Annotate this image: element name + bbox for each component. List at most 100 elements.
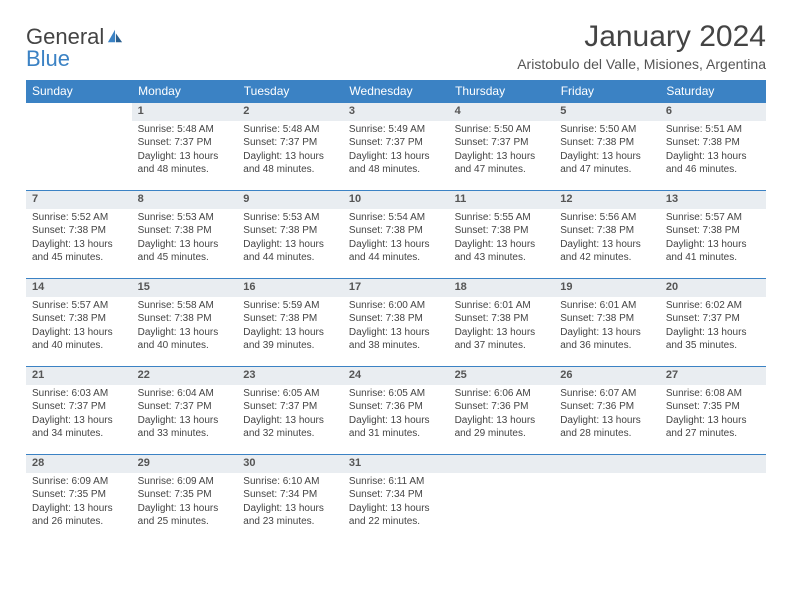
daylight-text: and 27 minutes.: [666, 427, 760, 441]
daylight-text: and 40 minutes.: [138, 339, 232, 353]
sunset-text: Sunset: 7:38 PM: [32, 312, 126, 326]
day-number: 4: [449, 103, 555, 121]
daylight-text: Daylight: 13 hours: [455, 326, 549, 340]
sunrise-text: Sunrise: 5:52 AM: [32, 211, 126, 225]
sunrise-text: Sunrise: 5:50 AM: [455, 123, 549, 137]
daylight-text: Daylight: 13 hours: [32, 414, 126, 428]
sunrise-text: Sunrise: 5:53 AM: [243, 211, 337, 225]
content-row: Sunrise: 5:48 AMSunset: 7:37 PMDaylight:…: [26, 121, 766, 191]
sunrise-text: Sunrise: 6:09 AM: [138, 475, 232, 489]
sunset-text: Sunset: 7:37 PM: [243, 136, 337, 150]
weekday-header: Tuesday: [237, 80, 343, 103]
sunset-text: Sunset: 7:36 PM: [455, 400, 549, 414]
day-cell: Sunrise: 6:04 AMSunset: 7:37 PMDaylight:…: [132, 385, 238, 455]
sunrise-text: Sunrise: 6:11 AM: [349, 475, 443, 489]
day-cell: Sunrise: 6:03 AMSunset: 7:37 PMDaylight:…: [26, 385, 132, 455]
daylight-text: and 44 minutes.: [243, 251, 337, 265]
day-number: 31: [343, 455, 449, 473]
day-number: 16: [237, 279, 343, 297]
calendar-body: 123456Sunrise: 5:48 AMSunset: 7:37 PMDay…: [26, 103, 766, 543]
sunrise-text: Sunrise: 6:04 AM: [138, 387, 232, 401]
daylight-text: Daylight: 13 hours: [666, 414, 760, 428]
day-number: 24: [343, 367, 449, 385]
daylight-text: and 26 minutes.: [32, 515, 126, 529]
content-row: Sunrise: 6:03 AM Sunset: 7:37 PM Daylight:…: [26, 385, 766, 455]
day-number: 27: [660, 367, 766, 385]
sunset-text: Sunset: 7:37 PM: [138, 136, 232, 150]
daylight-text: Daylight: 13 hours: [243, 502, 337, 516]
sunset-text: Sunset: 7:34 PM: [243, 488, 337, 502]
sunrise-text: Sunrise: 5:50 AM: [560, 123, 654, 137]
daylight-text: and 22 minutes.: [349, 515, 443, 529]
day-cell: Sunrise: 6:11 AMSunset: 7:34 PMDaylight:…: [343, 473, 449, 543]
day-number: 30: [237, 455, 343, 473]
sunrise-text: Sunrise: 6:03 AM: [32, 387, 126, 401]
daylight-text: and 48 minutes.: [138, 163, 232, 177]
daylight-text: and 44 minutes.: [349, 251, 443, 265]
day-number: [660, 455, 766, 473]
day-cell: Sunrise: 6:05 AMSunset: 7:36 PMDaylight:…: [343, 385, 449, 455]
sunset-text: Sunset: 7:38 PM: [243, 224, 337, 238]
sunset-text: Sunset: 7:37 PM: [455, 136, 549, 150]
daylight-text: and 39 minutes.: [243, 339, 337, 353]
day-number: 18: [449, 279, 555, 297]
daylight-text: Daylight: 13 hours: [349, 502, 443, 516]
sunset-text: Sunset: 7:38 PM: [32, 224, 126, 238]
day-number: 2: [237, 103, 343, 121]
day-number: 8: [132, 191, 238, 209]
daylight-text: Daylight: 13 hours: [666, 326, 760, 340]
daylight-text: and 31 minutes.: [349, 427, 443, 441]
day-number: 20: [660, 279, 766, 297]
day-number: 3: [343, 103, 449, 121]
daylight-text: Daylight: 13 hours: [349, 238, 443, 252]
daylight-text: and 46 minutes.: [666, 163, 760, 177]
daylight-text: and 45 minutes.: [32, 251, 126, 265]
day-number: 29: [132, 455, 238, 473]
day-cell: Sunrise: 5:59 AMSunset: 7:38 PMDaylight:…: [237, 297, 343, 367]
day-cell: Sunrise: 5:56 AMSunset: 7:38 PMDaylight:…: [554, 209, 660, 279]
day-cell: Sunrise: 5:57 AMSunset: 7:38 PMDaylight:…: [26, 297, 132, 367]
calendar-table: Sunday Monday Tuesday Wednesday Thursday…: [26, 80, 766, 543]
sunrise-text: Sunrise: 6:00 AM: [349, 299, 443, 313]
sunset-text: Sunset: 7:37 PM: [243, 400, 337, 414]
weekday-header: Saturday: [660, 80, 766, 103]
day-cell: Sunrise: 5:54 AMSunset: 7:38 PMDaylight:…: [343, 209, 449, 279]
sunset-text: Sunset: 7:38 PM: [349, 312, 443, 326]
sunrise-text: Sunrise: 5:48 AM: [243, 123, 337, 137]
sunrise-text: Sunrise: 6:09 AM: [32, 475, 126, 489]
sunset-text: Sunset: 7:34 PM: [349, 488, 443, 502]
content-row: Sunrise: 6:09 AMSunset: 7:35 PMDaylight:…: [26, 473, 766, 543]
day-cell: Sunrise: 5:58 AMSunset: 7:38 PMDaylight:…: [132, 297, 238, 367]
daylight-text: Daylight: 13 hours: [560, 414, 654, 428]
day-cell: Sunrise: 6:01 AMSunset: 7:38 PMDaylight:…: [449, 297, 555, 367]
sunset-text: Sunset: 7:38 PM: [560, 224, 654, 238]
daylight-text: Daylight: 13 hours: [349, 326, 443, 340]
day-cell: Sunrise: 5:53 AMSunset: 7:38 PMDaylight:…: [237, 209, 343, 279]
day-cell: Sunrise: 5:57 AMSunset: 7:38 PMDaylight:…: [660, 209, 766, 279]
page-subtitle: Aristobulo del Valle, Misiones, Argentin…: [517, 56, 766, 72]
daylight-text: and 37 minutes.: [455, 339, 549, 353]
calendar-page: GeneralBlue January 2024 Aristobulo del …: [0, 0, 792, 553]
daynum-row: 28293031: [26, 455, 766, 473]
daylight-text: and 47 minutes.: [560, 163, 654, 177]
daylight-text: Daylight: 13 hours: [349, 150, 443, 164]
day-number: 21: [26, 367, 132, 385]
day-cell: Sunrise: 5:49 AMSunset: 7:37 PMDaylight:…: [343, 121, 449, 191]
sunset-text: Sunset: 7:35 PM: [32, 488, 126, 502]
day-cell: Sunrise: 6:07 AMSunset: 7:36 PMDaylight:…: [554, 385, 660, 455]
sunrise-text: Sunrise: 5:58 AM: [138, 299, 232, 313]
day-number: 6: [660, 103, 766, 121]
daylight-text: and 36 minutes.: [560, 339, 654, 353]
day-cell: Sunrise: 5:53 AMSunset: 7:38 PMDaylight:…: [132, 209, 238, 279]
day-number: 28: [26, 455, 132, 473]
daylight-text: and 32 minutes.: [243, 427, 337, 441]
sunset-text: Sunset: 7:38 PM: [666, 136, 760, 150]
sunset-text: Sunset: 7:38 PM: [138, 224, 232, 238]
daylight-text: and 33 minutes.: [138, 427, 232, 441]
day-cell: Sunrise: 5:52 AMSunset: 7:38 PMDaylight:…: [26, 209, 132, 279]
content-row: Sunrise: 5:52 AMSunset: 7:38 PMDaylight:…: [26, 209, 766, 279]
sunrise-text: Sunrise: 5:56 AM: [560, 211, 654, 225]
sunrise-text: Sunrise: 6:01 AM: [455, 299, 549, 313]
day-cell: Sunrise: 5:48 AMSunset: 7:37 PMDaylight:…: [132, 121, 238, 191]
sunrise-text: Sunrise: 6:02 AM: [666, 299, 760, 313]
